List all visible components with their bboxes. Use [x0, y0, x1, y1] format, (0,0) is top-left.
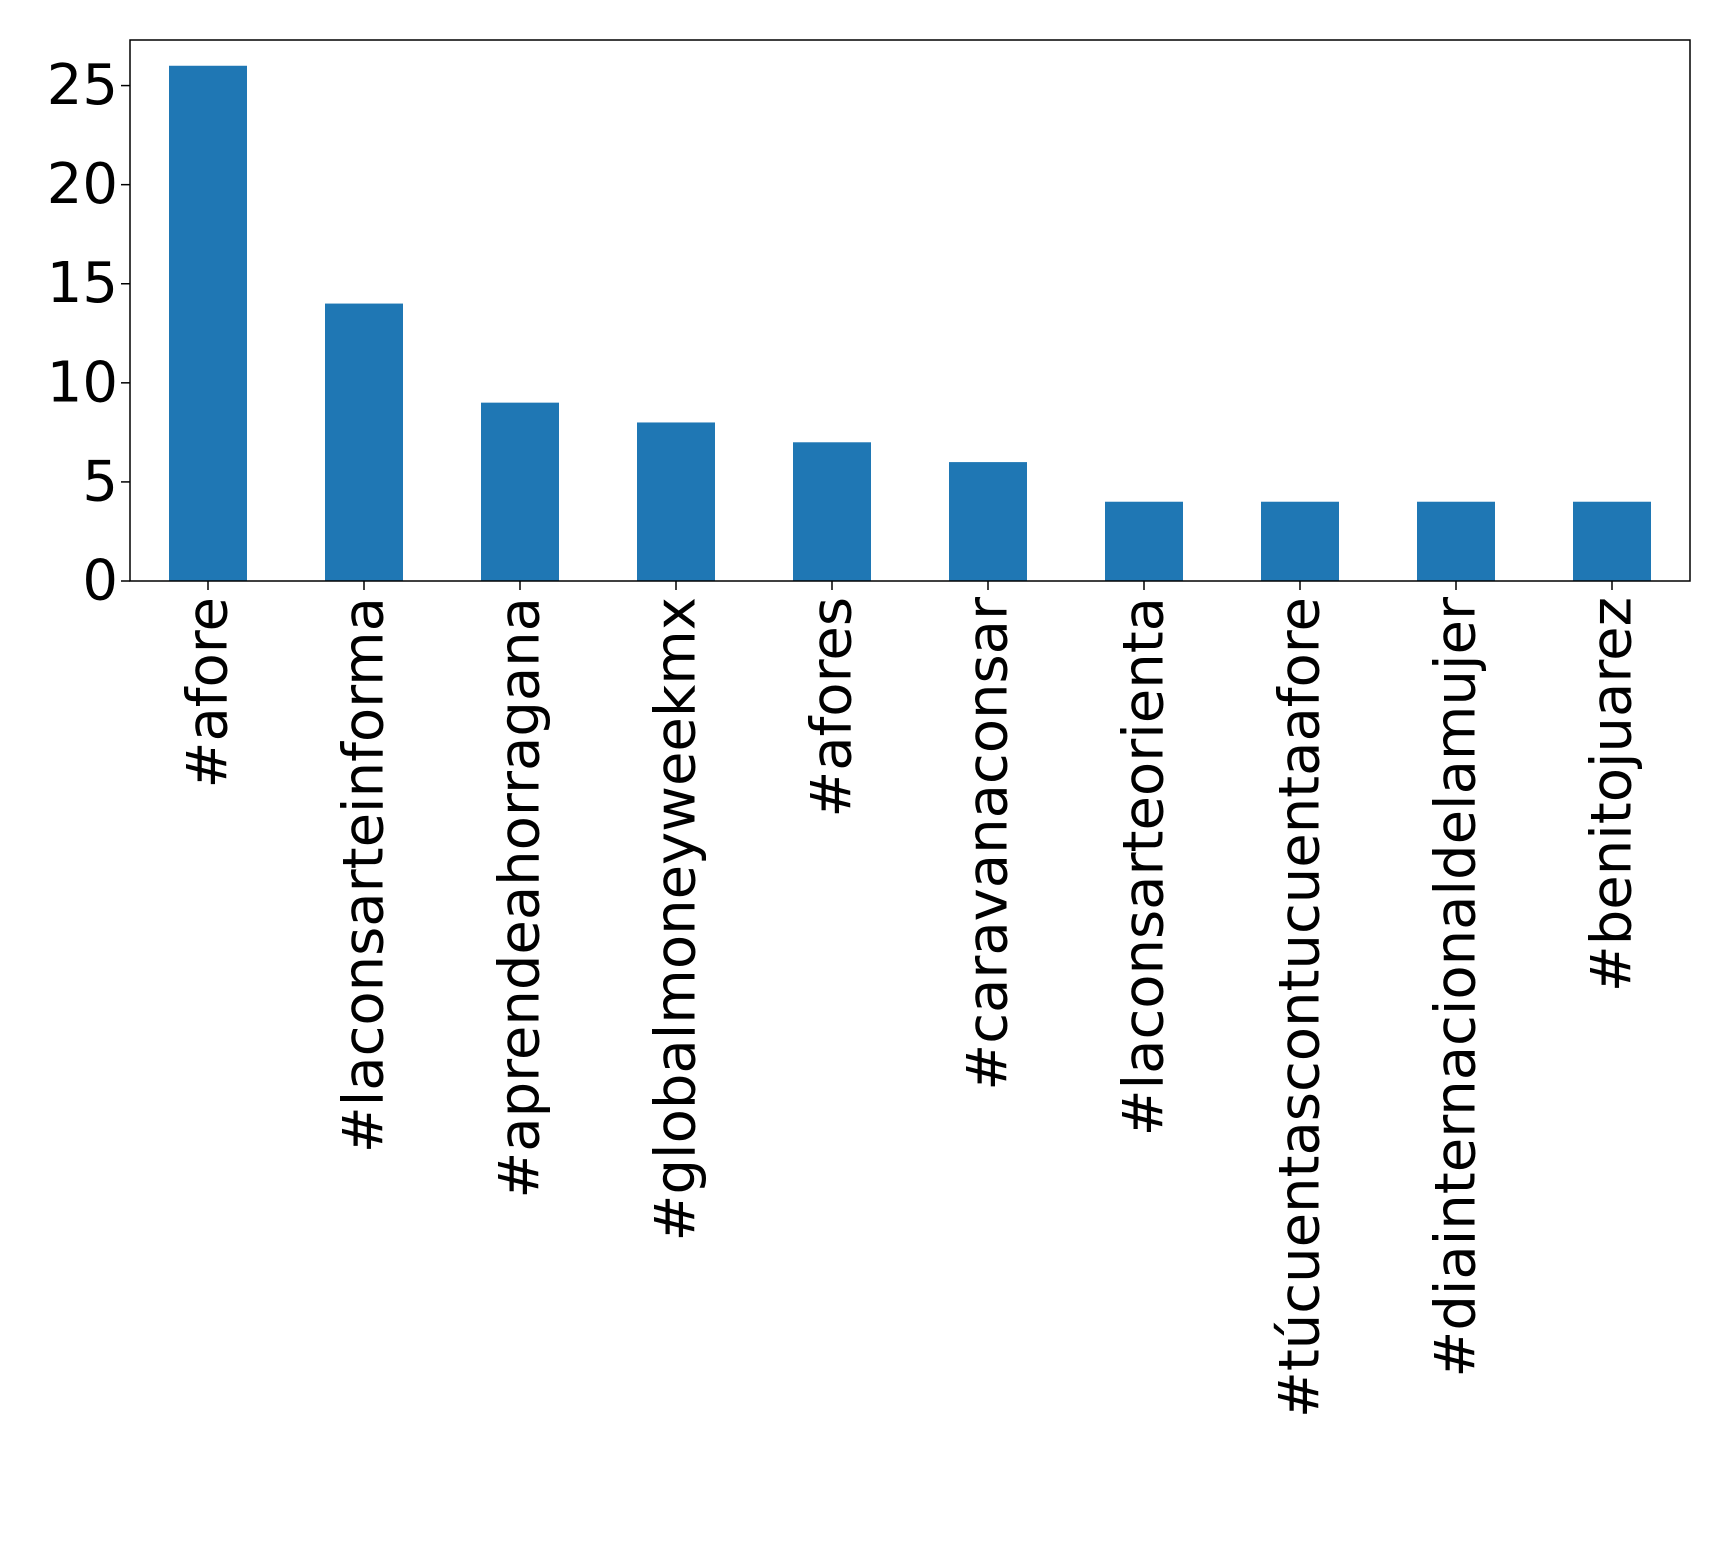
bar: [481, 402, 559, 581]
x-tick-label: #benitojuarez: [1580, 597, 1645, 992]
x-tick-label: #túcuentascontucuentaafore: [1268, 597, 1333, 1418]
x-tick-label: #caravanaconsar: [956, 596, 1021, 1091]
y-tick-label: 10: [47, 350, 118, 415]
bar: [1261, 501, 1339, 581]
y-tick-label: 25: [47, 53, 118, 118]
bar: [637, 422, 715, 581]
bar: [949, 462, 1027, 581]
bar: [793, 442, 871, 581]
bar: [325, 303, 403, 581]
x-tick-label: #laconsarteinforma: [332, 597, 397, 1153]
x-tick-label: #afores: [800, 597, 865, 818]
x-tick-label: #diainternacionaldelamujer: [1424, 596, 1489, 1378]
y-tick-label: 5: [82, 449, 118, 514]
x-tick-label: #afore: [176, 597, 241, 788]
y-tick-label: 20: [47, 152, 118, 217]
bar: [1573, 501, 1651, 581]
bar: [1417, 501, 1495, 581]
plot-frame: [129, 39, 1691, 582]
x-tick-label: #globalmoneyweekmx: [644, 597, 709, 1241]
y-tick-label: 0: [82, 549, 118, 614]
bars-group: [169, 65, 1651, 581]
x-axis: #afore #laconsarteinforma #aprendeahorraga…: [176, 581, 1645, 1418]
x-tick-label: #aprendeahorragana: [488, 597, 553, 1199]
bar: [1105, 501, 1183, 581]
x-tick-label: #laconsarteorienta: [1112, 597, 1177, 1136]
y-tick-label: 15: [47, 251, 118, 316]
y-axis: 0 5 10 15 20 25: [47, 53, 130, 614]
bar: [169, 65, 247, 581]
